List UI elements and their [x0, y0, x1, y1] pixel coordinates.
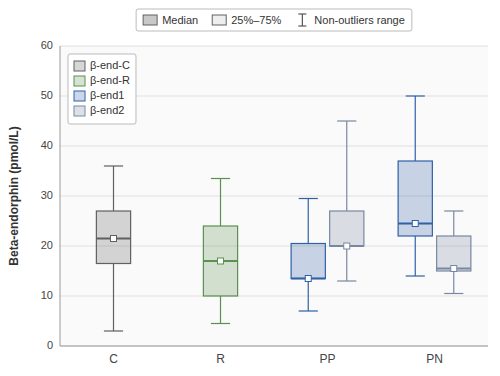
y-tick-label: 50: [41, 89, 53, 101]
box-legend-item: 25%–75%: [212, 14, 281, 26]
y-tick-label: 30: [41, 189, 53, 201]
box-legend-item: Non-outliers range: [298, 14, 405, 26]
lower-whisker: [453, 271, 454, 294]
grid-line: [60, 296, 488, 297]
grid-line: [60, 146, 488, 147]
y-tick-label: 10: [41, 289, 53, 301]
upper-whisker: [415, 96, 416, 161]
chart: 0 10 20 30 40 50 60 Beta-endorphin (pmol/L) C R PP…: [0, 0, 500, 376]
x-tick-label: PP: [319, 352, 335, 366]
upper-whisker: [308, 199, 309, 244]
box: [203, 226, 237, 296]
grid-line: [60, 46, 488, 47]
upper-cap: [444, 210, 463, 211]
x-tick-label: C: [109, 352, 118, 366]
legend-swatch: [74, 61, 85, 71]
box-icon: [212, 15, 226, 25]
x-tick-label: PN: [426, 352, 443, 366]
box: [437, 236, 471, 271]
upper-cap: [337, 120, 356, 121]
lower-cap: [406, 275, 425, 276]
box-legend-label: Non-outliers range: [314, 14, 405, 26]
legend-item: β-end2: [74, 104, 124, 116]
y-tick-label: 20: [41, 239, 53, 251]
upper-cap: [104, 165, 123, 166]
mean-marker: [111, 236, 117, 242]
mean-marker: [344, 243, 350, 249]
legend-item: β-end1: [74, 89, 124, 101]
box-legend-item: Median: [143, 14, 198, 26]
x-axis: C R PP PN: [109, 352, 443, 366]
legend: β-end-C β-end-R β-end1 β-end2: [68, 54, 136, 124]
box-legend: Median 25%–75% Non-outliers range: [136, 9, 412, 31]
x-tick-label: R: [216, 352, 225, 366]
box: [398, 161, 432, 236]
lower-whisker: [220, 296, 221, 324]
y-axis: 0 10 20 30 40 50 60: [41, 39, 488, 351]
y-tick-label: 0: [47, 339, 53, 351]
plot-area: [60, 46, 488, 346]
mean-marker: [305, 276, 311, 282]
upper-cap: [211, 178, 230, 179]
box-legend-label: Median: [162, 14, 198, 26]
lower-cap: [444, 293, 463, 294]
upper-whisker: [220, 179, 221, 227]
grid-line: [60, 346, 488, 347]
y-axis-label: Beta-endorphin (pmol/L): [7, 126, 21, 265]
legend-label: β-end-C: [90, 59, 130, 71]
y-tick-label: 40: [41, 139, 53, 151]
lower-cap: [337, 280, 356, 281]
whisker-icon: [302, 14, 303, 26]
x-axis-line: [60, 346, 488, 347]
marks: [96, 96, 471, 331]
lower-whisker: [113, 264, 114, 332]
mean-marker: [451, 266, 457, 272]
whisker-icon-cap: [298, 25, 306, 26]
y-tick-label: 60: [41, 39, 53, 51]
lower-cap: [299, 310, 318, 311]
legend-label: β-end-R: [90, 74, 130, 86]
y-axis-line: [60, 46, 61, 346]
median-icon: [143, 15, 157, 25]
box-plot: [330, 121, 364, 281]
legend-label: β-end2: [90, 104, 124, 116]
box-legend-frame: [136, 9, 412, 31]
box-plot: [437, 211, 471, 294]
box-plot: [398, 96, 432, 276]
upper-whisker: [113, 166, 114, 211]
lower-cap: [211, 323, 230, 324]
box-plot: [291, 199, 325, 312]
lower-whisker: [308, 279, 309, 312]
box: [291, 244, 325, 279]
upper-cap: [299, 198, 318, 199]
upper-whisker: [453, 211, 454, 236]
lower-cap: [104, 330, 123, 331]
whisker-icon-cap: [298, 13, 306, 14]
box-legend-label: 25%–75%: [231, 14, 281, 26]
legend-swatch: [74, 76, 85, 86]
legend-swatch: [74, 106, 85, 116]
upper-cap: [406, 95, 425, 96]
legend-swatch: [74, 91, 85, 101]
box: [330, 211, 364, 246]
upper-whisker: [346, 121, 347, 211]
lower-whisker: [415, 236, 416, 276]
lower-whisker: [346, 246, 347, 281]
legend-item: β-end-C: [74, 59, 130, 71]
legend-label: β-end1: [90, 89, 124, 101]
box-plot: [96, 166, 130, 331]
box-plot: [203, 179, 237, 324]
mean-marker: [412, 221, 418, 227]
mean-marker: [218, 258, 224, 264]
legend-frame: [68, 54, 136, 124]
box: [96, 211, 130, 264]
legend-item: β-end-R: [74, 74, 130, 86]
